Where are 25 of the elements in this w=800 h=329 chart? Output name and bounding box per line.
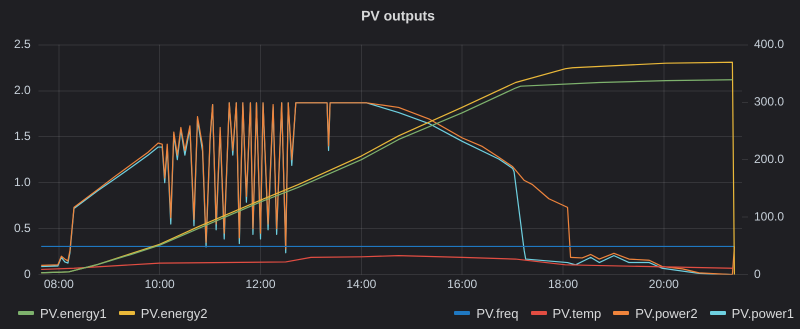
y-tick-label: 0.5 [14, 220, 31, 235]
x-tick-label: 16:00 [447, 277, 478, 292]
y2-tick-label: 100.0 [754, 209, 784, 224]
legend-label: PV.power2 [635, 306, 698, 321]
legend-label: PV.energy1 [40, 306, 107, 321]
x-tick-label: 14:00 [346, 277, 377, 292]
legend-label: PV.power1 [732, 306, 794, 321]
y2-tick-label: 200.0 [754, 152, 784, 166]
y-tick-label: 0 [24, 266, 31, 281]
x-tick-label: 18:00 [548, 277, 578, 292]
y-tick-label: 1.5 [14, 129, 31, 144]
y-tick-label: 2.0 [14, 83, 31, 98]
chart-title: PV outputs [361, 7, 436, 24]
y2-tick-label: 300.0 [754, 94, 784, 109]
x-tick-label: 20:00 [648, 277, 680, 292]
legend-label: PV.freq [476, 306, 519, 321]
y-tick-label: 1.0 [14, 174, 31, 189]
y2-tick-label: 400.0 [754, 37, 784, 52]
x-tick-label: 12:00 [245, 277, 276, 292]
x-tick-label: 08:00 [44, 277, 74, 292]
y2-tick-label: 0 [754, 266, 761, 281]
x-tick-label: 10:00 [144, 277, 176, 292]
y-tick-label: 2.5 [14, 37, 31, 52]
legend-label: PV.energy2 [140, 306, 208, 321]
legend-label: PV.temp [552, 306, 602, 321]
